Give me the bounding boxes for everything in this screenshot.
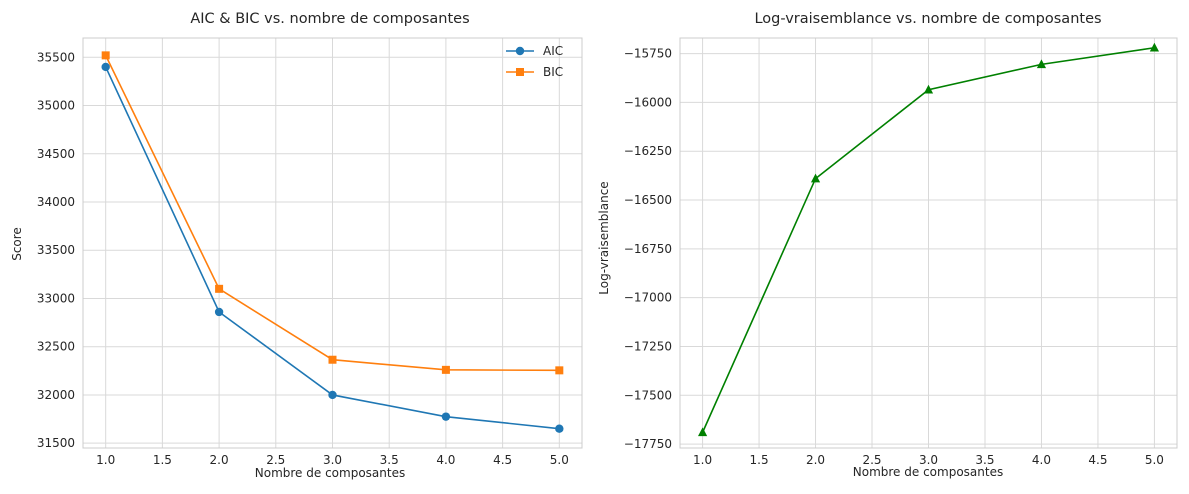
x-tick-label: 3.0 (919, 453, 938, 467)
data-point (214, 307, 224, 317)
y-tick-label: 35000 (37, 99, 75, 113)
data-point (810, 173, 821, 183)
x-tick-label: 2.0 (806, 453, 825, 467)
x-tick-label: 2.5 (862, 453, 881, 467)
x-tick-label: 3.5 (380, 453, 399, 467)
x-tick-label: 5.0 (550, 453, 569, 467)
x-axis-label: Nombre de composantes (255, 466, 405, 480)
aic-bic-chart: AIC & BIC vs. nombre de composantes Nomb… (10, 11, 583, 480)
data-point (101, 62, 110, 72)
y-tick-label: 33000 (37, 291, 75, 305)
x-tick-label: 2.0 (210, 453, 229, 467)
x-tick-label: 4.0 (436, 453, 455, 467)
x-tick-label: 4.0 (1032, 453, 1051, 467)
y-tick-label: −16250 (624, 144, 672, 158)
data-point (555, 366, 564, 375)
data-point (555, 424, 564, 433)
x-tick-label: 4.5 (493, 453, 512, 467)
data-point (215, 284, 224, 293)
y-axis-label: Log-vraisemblance (597, 181, 611, 294)
legend: AIC BIC (506, 44, 563, 79)
x-tick-label: 1.5 (750, 453, 769, 467)
data-point (515, 46, 525, 56)
data-point (441, 365, 450, 374)
y-tick-label: −16000 (624, 95, 672, 109)
y-tick-label: −17250 (624, 339, 672, 353)
y-tick-label: 31500 (37, 436, 75, 450)
data-point (923, 84, 934, 94)
y-tick-label: −15750 (624, 47, 672, 61)
y-tick-label: 32000 (37, 388, 75, 402)
plot-frame (82, 37, 583, 449)
y-tick-label: 32500 (37, 340, 75, 354)
data-point (328, 355, 337, 364)
data-point (328, 390, 337, 400)
y-tick-label: 35500 (37, 50, 75, 64)
legend-label: BIC (543, 65, 563, 79)
log-likelihood-chart: Log-vraisemblance vs. nombre de composan… (597, 11, 1178, 479)
y-tick-label: −16750 (624, 242, 672, 256)
x-tick-label: 2.5 (266, 453, 285, 467)
y-axis-label: Score (10, 227, 24, 261)
data-point (441, 412, 451, 421)
data-point (516, 68, 524, 76)
y-tick-label: −17500 (624, 388, 672, 402)
legend-label: AIC (543, 44, 563, 58)
y-tick-label: 34500 (37, 147, 75, 161)
chart-title: AIC & BIC vs. nombre de composantes (190, 11, 469, 27)
series-line (697, 42, 1160, 437)
x-tick-label: 1.0 (96, 453, 115, 467)
x-tick-label: 1.5 (153, 453, 172, 467)
x-axis-label: Nombre de composantes (853, 465, 1003, 479)
y-tick-label: 34000 (37, 195, 75, 209)
x-tick-label: 5.0 (1145, 453, 1164, 467)
data-point (1149, 42, 1160, 52)
data-point (1036, 59, 1047, 69)
series-aic (101, 62, 564, 433)
y-tick-label: 33500 (37, 243, 75, 257)
grid (679, 37, 1178, 449)
y-tick-label: −17750 (624, 437, 672, 451)
chart-title: Log-vraisemblance vs. nombre de composan… (754, 11, 1101, 27)
y-tick-label: −17000 (624, 291, 672, 305)
y-tick-label: −16500 (624, 193, 672, 207)
x-tick-label: 3.5 (975, 453, 994, 467)
series-bic (101, 51, 564, 375)
plot-frame (679, 37, 1178, 449)
x-tick-label: 3.0 (323, 453, 342, 467)
data-point (101, 51, 110, 60)
x-tick-label: 1.0 (693, 453, 712, 467)
data-point (697, 427, 708, 437)
grid (82, 37, 583, 449)
x-tick-label: 4.5 (1088, 453, 1107, 467)
